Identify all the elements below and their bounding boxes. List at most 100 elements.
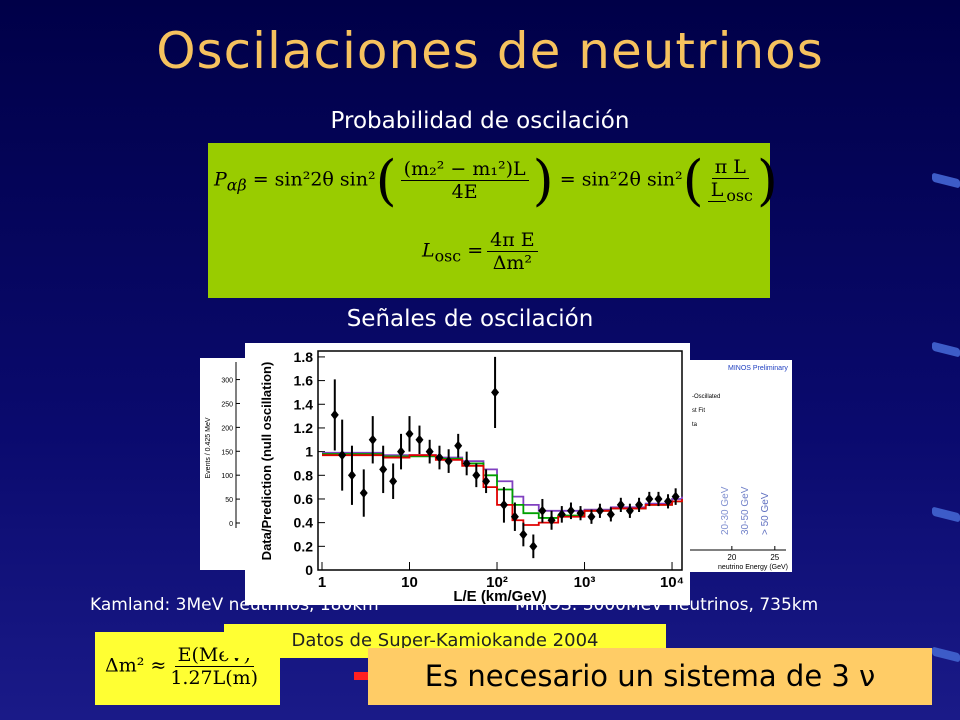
data-point [347,470,356,481]
y-tick-label: 250 [221,401,233,408]
x-axis-label: neutrino Energy (GeV) [718,564,788,571]
formula-text: L [707,179,727,203]
data-point [625,505,634,516]
data-point [491,387,500,398]
y-tick-label: 300 [221,378,233,385]
formula-text: L [422,239,435,262]
data-point [519,529,528,540]
legend-entry: st Fit [692,408,705,414]
formula-text: Δm² ≈ [105,654,167,677]
x-tick-label: 10 [401,574,418,591]
data-point [587,511,596,522]
data-point [330,409,339,420]
data-point [576,508,585,519]
data-point [462,458,471,469]
plot-frame [317,350,683,571]
data-point [616,499,625,510]
chart-panel: 0 0.2 0.4 0.6 0.8 1 1.2 1.4 1.6 1.8 1 10 10² 10³ 10⁴ Da… [245,343,690,605]
subtitle: Señales de oscilación [346,306,594,332]
y-axis-label: Data/Prediction (null oscillation) [259,362,274,561]
data-point [454,440,463,451]
annotation: > 50 GeV [760,492,771,535]
y-tick-label: 0 [229,521,233,528]
y-tick-label: 0.8 [294,467,314,483]
legend-entry: -Oscillated [692,394,720,400]
decoration [932,341,960,358]
x-tick-label: 25 [770,553,779,562]
x-tick-label: 10³ [574,574,596,591]
y-tick-label: 200 [221,425,233,432]
y-tick-label: 1.4 [294,396,314,412]
y-tick-label: 50 [225,497,233,504]
data-point [359,488,368,499]
x-tick-label: 10² [486,574,508,591]
formula-text: Δm² [492,252,533,274]
chart-panel: MINOS Preliminary -Oscillated st Fit ta 20-3… [688,360,792,572]
data-point [529,541,538,552]
legend-entry: ta [692,422,698,428]
probability-formula: Pαβ = sin²2θ sin²((m₂² − m₁²)L 4E) = sin²… [214,149,778,212]
y-tick-label: 1 [305,444,313,460]
data-point [654,493,663,504]
chart-title: MINOS Preliminary [728,365,788,372]
formula-text: = sin²2θ sin² [252,168,376,191]
subtitle: Probabilidad de oscilación [330,108,630,134]
formula-box: Δm² ≈ E(MeV) 1.27L(m) [95,632,280,705]
y-tick-label: 1.6 [294,373,314,389]
data-point [415,434,424,445]
x-tick-label: 20 [727,553,736,562]
data-point [368,434,377,445]
y-tick-label: 1.8 [294,349,314,365]
y-tick-label: 150 [221,449,233,456]
annotation: 30-50 GeV [740,486,751,535]
formula-text: 4π E [487,229,538,252]
data-point [472,470,481,481]
y-axis-label: Events / 0.425 MeV [205,417,212,478]
formula-text: (m₂² − m₁²)L [400,158,529,181]
data-point [664,496,673,507]
formula-text: = [467,239,484,262]
formula-text: 4E [451,181,478,203]
x-tick-label: 10⁴ [660,574,684,591]
data-point [338,450,347,461]
formula-text: osc [434,246,462,266]
x-axis-label: L/E (km/GeV) [453,588,546,605]
data-point [595,505,604,516]
data-point [547,515,556,526]
data-point [499,499,508,510]
formula-text: osc [726,185,753,205]
losc-formula: Losc = 4π E Δm² [422,229,542,274]
data-point [566,505,575,516]
decoration [932,172,960,189]
panel-bg [688,360,792,572]
data-point [635,499,644,510]
decoration [932,646,960,663]
y-tick-label: 100 [221,473,233,480]
data-point [379,464,388,475]
data-point [397,446,406,457]
decoration [932,506,960,523]
model-line [322,454,683,526]
data-point [671,491,680,502]
data-point [435,452,444,463]
formula-text: 1.27L(m) [170,667,259,689]
data-point [405,428,414,439]
formula-box: Pαβ = sin²2θ sin²((m₂² − m₁²)L 4E) = sin²… [208,143,778,298]
data-point [444,456,453,467]
formula-text: αβ [226,175,247,195]
data-point [482,476,491,487]
formula-text: = sin²2θ sin² [559,168,683,191]
data-point [645,493,654,504]
data-point [606,509,615,520]
y-tick-label: 0 [305,562,313,578]
data-point [389,476,398,487]
slide-title: Oscilaciones de neutrinos [156,22,824,80]
data-point [538,505,547,516]
y-tick-label: 0.2 [294,538,314,554]
conclusion-box: Es necesario un sistema de 3 ν [368,648,932,705]
data-point [425,446,434,457]
x-tick-label: 1 [318,574,326,591]
annotation: 20-30 GeV [720,486,731,535]
formula-text: π L [711,156,749,180]
